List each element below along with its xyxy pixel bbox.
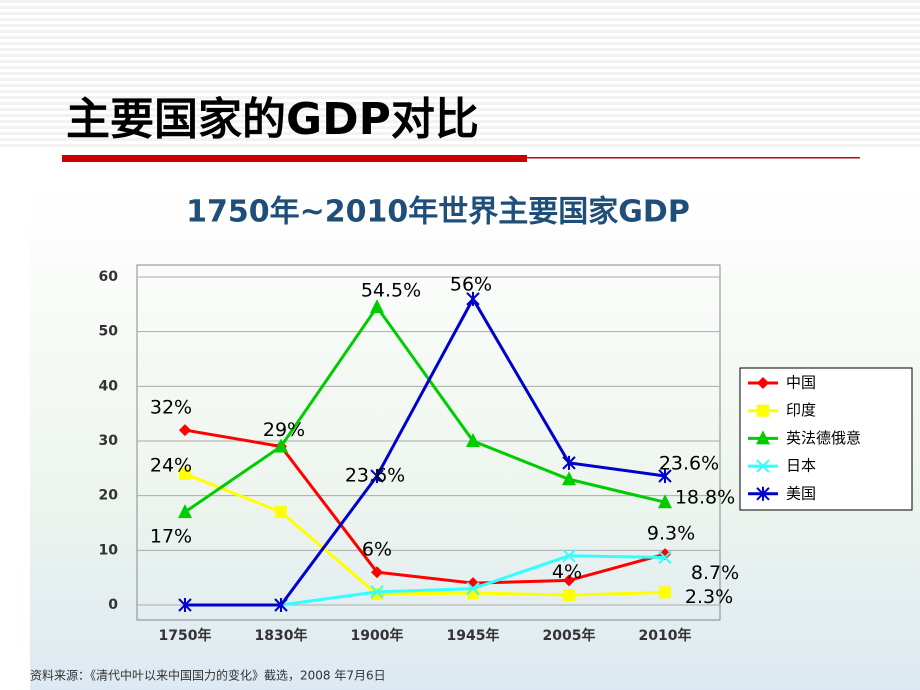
point-marker [658,468,672,483]
value-label: 23.6% [345,464,405,486]
legend-label: 英法德俄意 [786,429,861,447]
legend-label: 美国 [786,484,816,502]
legend-label: 印度 [786,401,816,419]
point-marker [178,504,192,519]
point-marker [370,299,384,314]
plot-border [136,264,721,621]
point-marker [659,586,671,599]
point-marker [179,467,191,480]
value-label: 29% [263,419,305,441]
value-label: 8.7% [691,562,739,584]
title-rule-thin [527,157,860,159]
value-label: 9.3% [647,523,695,545]
x-tick-label: 1945年 [447,627,500,644]
value-label: 24% [150,454,192,476]
legend-marker [756,486,770,501]
point-marker [563,574,575,587]
point-marker [658,494,672,509]
value-label: 2.3% [685,586,733,608]
legend-marker [757,377,769,389]
point-marker [370,468,384,483]
y-tick-label: 30 [99,433,119,449]
series-line [184,472,666,597]
y-tick-label: 0 [108,597,118,613]
legend-marker [757,404,769,417]
series-line [184,428,666,585]
legend-label: 日本 [786,457,816,475]
point-marker [274,598,288,612]
point-marker [179,424,191,437]
value-label: 23.6% [659,452,719,474]
value-label: 32% [150,397,192,419]
point-marker [563,589,575,602]
point-marker [466,581,480,596]
point-marker [466,433,480,447]
header-stripes [0,0,920,150]
point-marker [658,550,672,565]
value-label: 6% [362,539,392,561]
y-tick-label: 10 [99,542,119,558]
value-label: 4% [552,561,582,583]
point-marker [370,585,384,599]
x-tick-label: 2005年 [543,627,596,644]
x-tick-label: 2010年 [639,627,692,644]
x-tick-label: 1750年 [159,627,212,644]
title-rule [62,155,527,162]
point-marker [178,598,192,612]
series-line [185,295,666,607]
point-marker [274,438,288,453]
legend-marker [756,459,770,473]
point-marker [371,588,383,601]
point-marker [562,549,576,563]
y-tick-label: 50 [99,324,119,340]
point-marker [562,471,576,486]
chart-title: 1750年~2010年世界主要国家GDP [186,195,690,230]
point-marker [466,291,480,306]
value-label: 17% [150,526,192,548]
slide-title: 主要国家的GDP对比 [66,94,479,145]
value-label: 18.8% [675,487,735,509]
point-marker [275,506,287,519]
series-line [184,304,666,514]
value-label: 54.5% [361,280,421,302]
source-note: 资料来源：《清代中叶以来中国国力的变化》截选，2008 年7月6日 [30,668,386,683]
x-tick-label: 1900年 [351,627,404,644]
legend-marker [756,430,770,445]
y-tick-label: 60 [99,269,119,285]
point-marker [371,566,383,579]
point-marker [562,455,576,470]
legend-label: 中国 [786,374,816,392]
x-tick-label: 1830年 [255,627,308,644]
value-label: 56% [450,273,492,295]
y-tick-label: 40 [99,378,119,394]
y-tick-label: 20 [99,488,119,504]
